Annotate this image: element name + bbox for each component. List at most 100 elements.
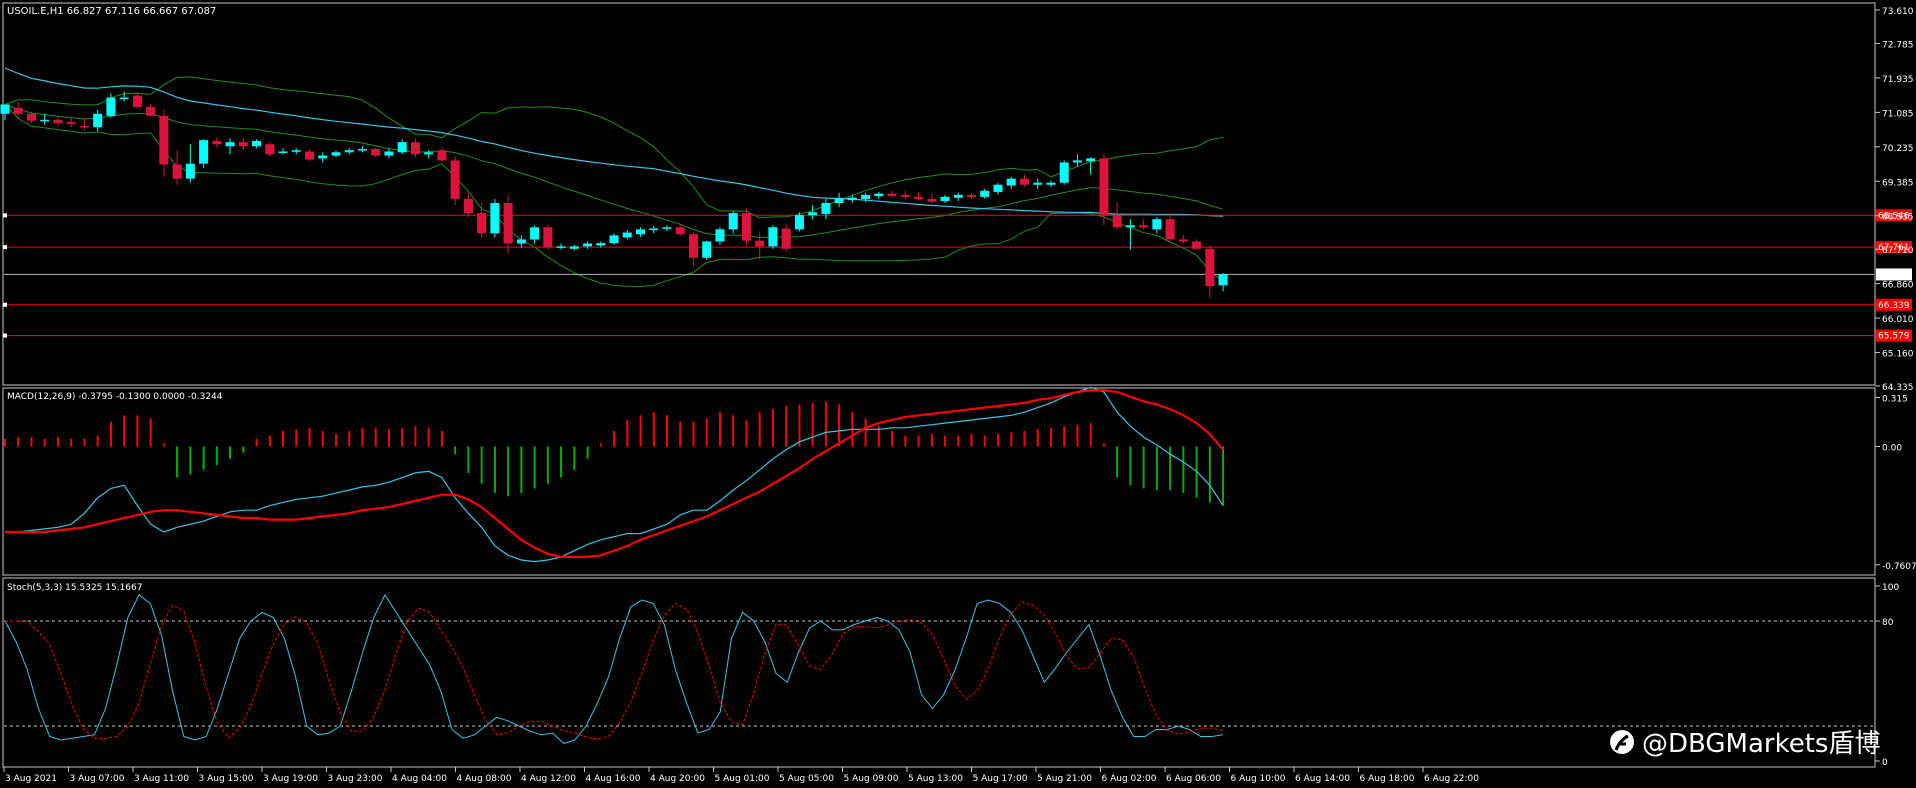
candle[interactable]	[1205, 245, 1215, 299]
candle[interactable]	[993, 182, 1003, 195]
level-handle-icon[interactable]	[3, 213, 7, 218]
candle[interactable]	[1086, 157, 1096, 175]
candle[interactable]	[755, 231, 765, 260]
candle[interactable]	[357, 146, 367, 153]
candle[interactable]	[106, 93, 116, 118]
candle[interactable]	[371, 147, 381, 158]
candle[interactable]	[13, 101, 23, 118]
stoch-panel[interactable]	[4, 593, 1874, 745]
candle[interactable]	[185, 144, 195, 183]
candle[interactable]	[847, 194, 857, 203]
candle[interactable]	[26, 111, 36, 124]
level-handle-icon[interactable]	[3, 245, 7, 250]
candle[interactable]	[1152, 217, 1162, 234]
candle[interactable]	[927, 193, 937, 203]
candle[interactable]	[344, 148, 354, 155]
candle[interactable]	[1046, 180, 1056, 187]
candle[interactable]	[1059, 160, 1069, 185]
candle[interactable]	[1033, 178, 1043, 189]
candle[interactable]	[1099, 154, 1109, 226]
candle[interactable]	[900, 190, 910, 199]
candle[interactable]	[1139, 219, 1149, 230]
candle[interactable]	[556, 243, 566, 250]
candle[interactable]	[874, 192, 884, 199]
candle[interactable]	[331, 150, 341, 158]
candle[interactable]	[66, 117, 76, 128]
candle[interactable]	[649, 226, 659, 234]
level-handle-icon[interactable]	[3, 333, 7, 338]
candle[interactable]	[146, 103, 156, 117]
candle[interactable]	[437, 147, 447, 163]
candle[interactable]	[861, 192, 871, 202]
candle[interactable]	[530, 225, 540, 244]
candle[interactable]	[940, 194, 950, 203]
candle[interactable]	[53, 116, 63, 126]
candle[interactable]	[768, 225, 778, 249]
candle[interactable]	[238, 138, 248, 151]
level-handle-icon[interactable]	[3, 302, 7, 307]
candle[interactable]	[424, 150, 434, 159]
candle[interactable]	[212, 136, 222, 148]
candle[interactable]	[702, 240, 712, 260]
candle[interactable]	[79, 117, 89, 130]
candle[interactable]	[291, 148, 301, 155]
candle[interactable]	[278, 148, 288, 155]
candle[interactable]	[636, 227, 646, 237]
candle[interactable]	[662, 225, 672, 232]
candle[interactable]	[305, 149, 315, 162]
candle[interactable]	[1019, 174, 1029, 187]
candle[interactable]	[808, 204, 818, 220]
candle[interactable]	[1165, 213, 1175, 244]
candle[interactable]	[715, 227, 725, 245]
candle[interactable]	[596, 241, 606, 248]
candle[interactable]	[914, 192, 924, 201]
candle[interactable]	[781, 223, 791, 252]
candle[interactable]	[516, 235, 526, 248]
candle[interactable]	[490, 198, 500, 238]
candle[interactable]	[159, 109, 169, 177]
candle[interactable]	[463, 192, 473, 218]
candle[interactable]	[741, 209, 751, 245]
candle[interactable]	[225, 138, 235, 155]
candle[interactable]	[318, 152, 328, 163]
candle[interactable]	[622, 230, 632, 240]
candle[interactable]	[967, 192, 977, 199]
price-panel[interactable]	[0, 67, 1875, 338]
candle[interactable]	[980, 188, 990, 199]
candle[interactable]	[503, 194, 513, 254]
candle[interactable]	[675, 224, 685, 236]
candle[interactable]	[728, 211, 738, 234]
candle[interactable]	[569, 244, 579, 251]
candle[interactable]	[40, 113, 50, 125]
candle[interactable]	[794, 212, 804, 232]
candle[interactable]	[543, 225, 553, 250]
candle[interactable]	[172, 150, 182, 185]
candle[interactable]	[1178, 235, 1188, 244]
candle[interactable]	[199, 139, 209, 168]
candle[interactable]	[953, 192, 963, 201]
candle[interactable]	[1192, 239, 1202, 249]
macd-panel[interactable]	[4, 386, 1225, 563]
candle[interactable]	[688, 232, 698, 266]
candle[interactable]	[1006, 176, 1016, 189]
candle[interactable]	[384, 148, 394, 159]
candle[interactable]	[119, 91, 129, 102]
candle[interactable]	[265, 142, 275, 157]
candle[interactable]	[1072, 154, 1082, 167]
candle[interactable]	[132, 92, 142, 109]
candle[interactable]	[1125, 219, 1135, 250]
candle[interactable]	[609, 233, 619, 245]
candle[interactable]	[0, 104, 10, 120]
candle[interactable]	[252, 139, 262, 149]
candle[interactable]	[821, 198, 831, 220]
candle[interactable]	[477, 202, 487, 238]
candle[interactable]	[583, 241, 593, 249]
candle[interactable]	[450, 156, 460, 205]
candle[interactable]	[1112, 202, 1122, 230]
candle[interactable]	[93, 109, 103, 132]
candle[interactable]	[410, 138, 420, 158]
candle[interactable]	[1218, 273, 1228, 292]
candle[interactable]	[834, 192, 844, 208]
candle[interactable]	[397, 139, 407, 155]
candle[interactable]	[887, 190, 897, 198]
